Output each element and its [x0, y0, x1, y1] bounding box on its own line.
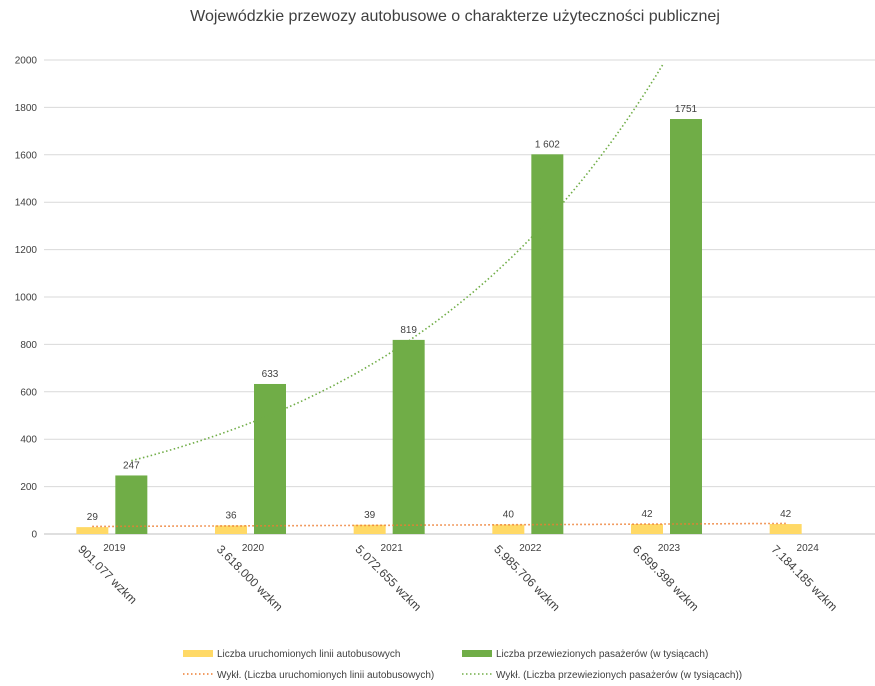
data-label: 819 — [400, 325, 417, 336]
data-label: 633 — [262, 369, 279, 380]
data-label: 39 — [364, 510, 376, 521]
x-tick-label: 2021 — [381, 543, 404, 554]
x-tick-label: 2023 — [658, 543, 681, 554]
legend-trend-label: Wykł. (Liczba przewiezionych pasażerów (… — [496, 670, 742, 681]
bar-series-1 — [353, 524, 386, 534]
y-tick-label: 2000 — [15, 56, 38, 67]
bar-series-1 — [492, 524, 525, 534]
gridlines — [44, 59, 875, 535]
legend: Liczba uruchomionych linii autobusowych L… — [183, 649, 742, 681]
trendline-2 — [131, 64, 664, 462]
trendlines — [92, 64, 786, 528]
y-tick-label: 0 — [31, 530, 37, 541]
x-tick-label: 2024 — [797, 543, 820, 554]
bar-series-2 — [115, 475, 148, 534]
data-label: 42 — [780, 509, 792, 520]
bar-series-2 — [670, 119, 702, 534]
y-tick-label: 1800 — [15, 103, 38, 114]
x-tick-label: 2020 — [242, 543, 265, 554]
bars — [76, 119, 802, 535]
y-tick-label: 400 — [20, 435, 37, 446]
data-label: 42 — [641, 509, 653, 520]
y-axis: 0 200 400 600 800 1000 1200 1400 1600 1800 2000 — [15, 56, 38, 541]
chart-title: Wojewódzkie przewozy autobusowe o charak… — [190, 8, 720, 25]
y-tick-label: 1600 — [15, 150, 38, 161]
data-label: 1 602 — [535, 139, 560, 150]
bar-series-2 — [531, 154, 564, 535]
legend-label: Liczba uruchomionych linii autobusowych — [217, 649, 400, 660]
legend-trend-label: Wykł. (Liczba uruchomionych linii autobu… — [217, 670, 434, 681]
y-tick-label: 1400 — [15, 198, 38, 209]
x-tick-label: 2022 — [519, 543, 542, 554]
data-label: 1751 — [675, 104, 698, 115]
bar-series-1 — [631, 524, 663, 534]
data-label: 29 — [87, 512, 99, 523]
bar-series-2 — [254, 383, 286, 534]
y-tick-label: 1000 — [15, 293, 38, 304]
y-tick-label: 600 — [20, 387, 37, 398]
y-tick-label: 200 — [20, 482, 37, 493]
data-label: 247 — [123, 460, 140, 471]
legend-swatch — [183, 650, 213, 657]
bar-series-2 — [392, 339, 425, 534]
bar-series-1 — [769, 524, 802, 534]
x-tick-label: 2019 — [103, 543, 126, 554]
data-labels: 29 36 39 40 42 42 247 633 819 1 602 1751 — [87, 104, 792, 523]
y-tick-label: 800 — [20, 340, 37, 351]
bar-series-1 — [76, 527, 109, 534]
bar-series-1 — [215, 525, 247, 534]
y-tick-label: 1200 — [15, 245, 38, 256]
legend-label: Liczba przewiezionych pasażerów (w tysią… — [496, 649, 708, 660]
data-label: 40 — [503, 510, 515, 521]
legend-swatch — [462, 650, 492, 657]
data-label: 36 — [225, 510, 237, 521]
